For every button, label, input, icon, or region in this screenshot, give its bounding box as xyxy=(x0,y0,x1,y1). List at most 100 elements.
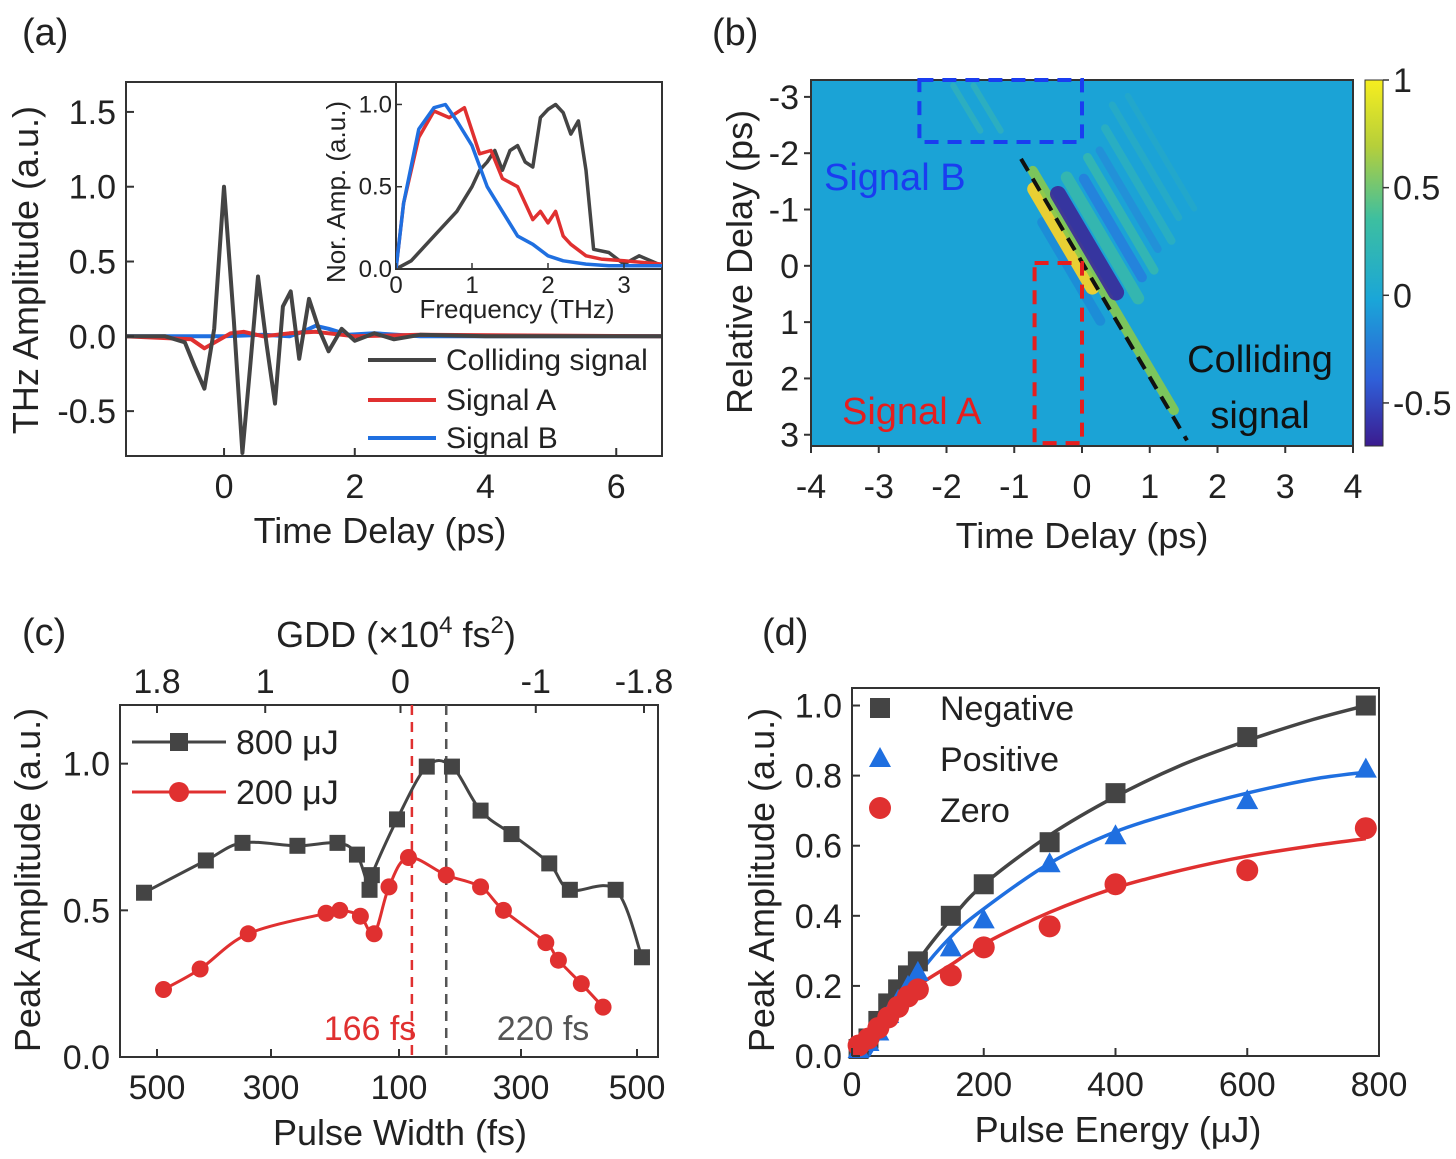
heatmap-fringe xyxy=(1060,171,1145,305)
legend-negative-marker xyxy=(870,698,890,718)
inset-y-tick-label: 1.0 xyxy=(359,91,392,118)
data-point-800uj xyxy=(289,837,306,854)
panel-a-ticks: 0 2 4 6 -0.5 0.0 0.5 1.0 1.5 xyxy=(57,94,625,506)
panel-c-ticks: 500 300 100 300 500 1.8 1 0 -1 -1.8 0.0 0.5 1.0 xyxy=(63,663,674,1107)
data-point-200uj xyxy=(437,866,455,884)
colliding-annotation-line2: signal xyxy=(1210,395,1309,437)
data-point-negative xyxy=(973,874,994,895)
panel-d-frame xyxy=(851,687,1380,1057)
series-line-200uj xyxy=(162,855,605,1009)
data-point-zero xyxy=(1104,873,1127,896)
inset-x-tick-label: 0 xyxy=(389,272,402,299)
legend-800-marker xyxy=(170,733,188,751)
panel-b: (b) Signal B Signal A Colliding signal -… xyxy=(712,12,1452,556)
panel-c-legend: 800 μJ 200 μJ xyxy=(132,724,339,812)
legend-200-marker xyxy=(169,782,189,802)
panel-a-series xyxy=(126,184,662,455)
data-point-800uj xyxy=(136,884,153,901)
y-tick-label: 0 xyxy=(780,248,799,286)
inset-x-tick-label: 1 xyxy=(465,272,478,299)
data-point-200uj xyxy=(494,901,512,919)
data-point-800uj xyxy=(541,855,558,872)
inset-series-signal-b xyxy=(396,102,662,269)
x-tick-label: 0 xyxy=(843,1066,862,1104)
data-point-zero xyxy=(1236,859,1259,882)
legend-negative-label: Negative xyxy=(940,690,1074,728)
inset-y-tick-label: 0.0 xyxy=(359,256,392,283)
data-point-800uj xyxy=(561,881,578,898)
data-point-200uj xyxy=(399,849,417,867)
x-tick-label: 3 xyxy=(1276,468,1295,506)
panel-a-inset: 0 1 2 3 0.0 0.5 1.0 Frequency (THz) Nor. Amp. … xyxy=(321,81,663,324)
y-tick-label: 0.2 xyxy=(795,968,842,1006)
data-point-negative xyxy=(940,905,961,926)
data-point-positive xyxy=(1104,824,1127,845)
data-point-800uj xyxy=(607,881,624,898)
data-point-negative xyxy=(1355,695,1376,716)
x-tick-label: -3 xyxy=(864,468,894,506)
colorbar-tick-label: 0 xyxy=(1393,277,1412,315)
legend-signal-b-label: Signal B xyxy=(446,422,558,455)
series-line-800uj xyxy=(143,759,644,958)
data-point-positive xyxy=(972,908,995,929)
data-point-200uj xyxy=(331,901,349,919)
y-tick-label: 1 xyxy=(780,304,799,342)
y-tick-label: 0.6 xyxy=(795,828,842,866)
data-point-200uj xyxy=(365,925,383,943)
data-point-zero xyxy=(939,964,962,987)
panel-a: (a) 0 2 4 6 -0.5 0.0 0.5 1.0 1.5 Time Delay (ps)… xyxy=(5,12,663,551)
panel-d-ylabel: Peak Amplitude (a.u.) xyxy=(741,708,782,1052)
data-point-800uj xyxy=(361,881,378,898)
data-point-positive xyxy=(939,936,962,957)
legend-zero-label: Zero xyxy=(940,792,1010,830)
data-point-negative xyxy=(1039,832,1060,853)
data-point-800uj xyxy=(633,949,650,966)
data-point-zero xyxy=(1038,915,1061,938)
data-point-positive xyxy=(1038,852,1061,873)
top-tick-label: 0 xyxy=(391,663,410,701)
colorbar xyxy=(1364,79,1384,447)
y-tick-label: 0.0 xyxy=(795,1038,842,1076)
data-point-200uj xyxy=(191,960,209,978)
panel-d-ticks: 0 200 400 600 800 0.0 0.2 0.4 0.6 0.8 1.0 xyxy=(795,688,1408,1104)
heatmap-fringe xyxy=(1101,124,1176,245)
series-colliding-signal xyxy=(126,184,662,455)
inset-series xyxy=(396,102,662,269)
y-tick-label: 1.0 xyxy=(69,169,116,207)
y-tick-label: 3 xyxy=(780,417,799,455)
panel-d-series xyxy=(847,695,1377,1059)
x-tick-label: 500 xyxy=(129,1069,186,1107)
data-point-negative xyxy=(1237,727,1258,748)
panel-c-series xyxy=(136,758,650,1016)
inset-y-tick-label: 0.5 xyxy=(359,174,392,201)
signal-b-annotation: Signal B xyxy=(824,157,966,199)
legend-800-label: 800 μJ xyxy=(236,724,339,762)
data-point-positive xyxy=(1236,789,1259,810)
y-tick-label: -3 xyxy=(769,79,799,117)
panel-a-xlabel: Time Delay (ps) xyxy=(254,510,507,551)
y-tick-label: 0.0 xyxy=(63,1039,110,1077)
vline-220-label: 220 fs xyxy=(497,1010,590,1048)
x-tick-label: -1 xyxy=(999,468,1029,506)
data-point-800uj xyxy=(472,802,489,819)
y-tick-label: 2 xyxy=(780,360,799,398)
panel-c-top-xlabel: GDD (×104 fs2) xyxy=(276,612,516,655)
signal-a-annotation: Signal A xyxy=(842,391,982,433)
inset-series-signal-a xyxy=(396,105,662,269)
panel-a-ylabel: THz Amplitude (a.u.) xyxy=(5,106,46,434)
x-tick-label: 6 xyxy=(607,468,626,506)
x-tick-label: 200 xyxy=(955,1066,1012,1104)
y-tick-label: 1.0 xyxy=(795,688,842,726)
x-tick-label: 2 xyxy=(345,468,364,506)
heatmap-fringe xyxy=(950,82,984,134)
x-tick-label: 400 xyxy=(1087,1066,1144,1104)
y-tick-label: 1.5 xyxy=(69,94,116,132)
y-tick-label: 0.4 xyxy=(795,898,842,936)
heatmap-fringe xyxy=(1050,186,1125,301)
data-point-200uj xyxy=(380,878,398,896)
data-point-800uj xyxy=(197,852,214,869)
data-point-800uj xyxy=(363,867,380,884)
heatmap-fringe xyxy=(970,82,1004,134)
panel-d-legend: Negative Positive Zero xyxy=(869,690,1074,830)
